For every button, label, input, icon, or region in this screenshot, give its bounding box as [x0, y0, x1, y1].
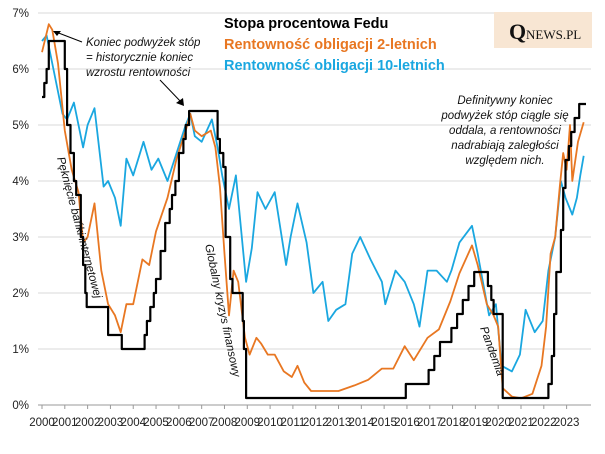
series-lines [41, 23, 586, 400]
y-tick-label: 4% [12, 176, 29, 188]
x-tick-label: 2009 [234, 417, 260, 429]
y-tick-label: 6% [12, 64, 29, 76]
x-tick-label: 2010 [257, 417, 283, 429]
annotation-arrow [55, 31, 83, 43]
x-tick-label: 2001 [52, 417, 78, 429]
annotation-line: wzrostu rentowności [86, 67, 191, 79]
x-tick-label: 2021 [508, 417, 534, 429]
y-tick-label: 7% [12, 8, 29, 20]
legend-10y-yield: Rentowność obligacji 10-letnich [224, 58, 445, 74]
annotation-line: = historycznie koniec [86, 52, 193, 64]
x-tick-label: 2003 [98, 417, 124, 429]
x-axis-ticks: 2000200120022003200420052006200720082009… [29, 405, 579, 429]
x-tick-label: 2006 [166, 417, 192, 429]
annotation-line: Definitywny koniec [457, 95, 552, 107]
y-tick-label: 1% [12, 344, 29, 356]
x-tick-label: 2018 [440, 417, 466, 429]
annotation-definitive-end: Definitywny koniec podwyżek stóp ciągle … [440, 95, 568, 167]
x-tick-label: 2017 [417, 417, 443, 429]
logo-text: NEWS.PL [526, 27, 581, 42]
y-axis-ticks: 0% 1% 2% 3% 4% 5% 6% 7% [12, 8, 29, 412]
x-tick-label: 2012 [303, 417, 329, 429]
x-tick-label: 2020 [485, 417, 511, 429]
x-tick-label: 2019 [463, 417, 489, 429]
x-tick-label: 2022 [531, 417, 557, 429]
annotation-arrow [159, 79, 183, 104]
x-tick-label: 2011 [281, 417, 306, 429]
annotation-line: oddala, a rentowności [449, 125, 561, 137]
y-tick-label: 5% [12, 120, 29, 132]
x-tick-label: 2007 [189, 417, 215, 429]
annotation-line: nadrabiają zaległości [451, 140, 559, 152]
annotation-line: podwyżek stóp ciągle się [440, 110, 568, 122]
arrowhead-icon [53, 31, 61, 36]
qnews-logo: Q NEWS.PL [494, 12, 592, 48]
arrowhead-icon [176, 98, 184, 106]
x-tick-label: 2014 [349, 417, 375, 429]
x-tick-label: 2008 [212, 417, 238, 429]
series-line-0 [42, 39, 586, 400]
series-line-2 [41, 34, 585, 373]
annotation-line: Koniec podwyżek stóp [86, 37, 201, 49]
y-tick-label: 0% [12, 400, 29, 412]
x-tick-label: 2004 [120, 417, 146, 429]
x-tick-label: 2015 [371, 417, 397, 429]
x-tick-label: 2023 [554, 417, 580, 429]
x-tick-label: 2000 [29, 417, 55, 429]
y-tick-label: 2% [12, 288, 29, 300]
y-tick-label: 3% [12, 232, 29, 244]
legend-fed-rate: Stopa procentowa Fedu [224, 16, 388, 32]
x-tick-label: 2002 [75, 417, 101, 429]
x-tick-label: 2005 [143, 417, 169, 429]
annotation-end-of-hikes: Koniec podwyżek stóp = historycznie koni… [53, 31, 201, 106]
x-tick-label: 2013 [326, 417, 352, 429]
annotation-line: względem nich. [465, 155, 544, 167]
legend-2y-yield: Rentowność obligacji 2-letnich [224, 37, 437, 53]
x-tick-label: 2016 [394, 417, 420, 429]
logo-q: Q [509, 19, 526, 44]
logo-background [494, 12, 592, 48]
